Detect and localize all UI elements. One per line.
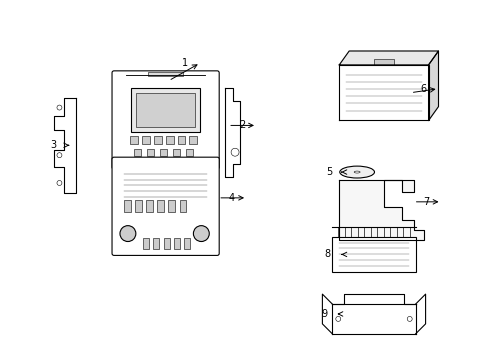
Bar (185, 149, 192, 156)
Bar (146, 200, 153, 212)
Bar (165, 136, 173, 144)
Bar (163, 238, 169, 249)
Bar (134, 149, 141, 156)
Bar (189, 136, 197, 144)
Ellipse shape (339, 166, 374, 178)
Bar (142, 136, 149, 144)
Text: 6: 6 (420, 84, 426, 94)
Circle shape (57, 180, 62, 185)
Text: 2: 2 (239, 121, 244, 130)
Bar (179, 200, 186, 212)
Bar (142, 238, 148, 249)
Bar (147, 72, 183, 76)
Polygon shape (427, 51, 438, 121)
Circle shape (57, 153, 62, 158)
Polygon shape (339, 180, 423, 239)
Bar (373, 59, 393, 65)
Text: 1: 1 (182, 58, 188, 68)
Polygon shape (339, 65, 427, 121)
Bar (168, 200, 175, 212)
FancyBboxPatch shape (112, 71, 219, 169)
Ellipse shape (353, 171, 359, 173)
Text: 9: 9 (321, 309, 327, 319)
Text: 3: 3 (50, 140, 57, 150)
Bar (153, 238, 159, 249)
Text: 5: 5 (325, 167, 332, 177)
Circle shape (335, 316, 340, 321)
Text: 4: 4 (228, 193, 235, 203)
Bar (177, 136, 185, 144)
Bar (160, 149, 167, 156)
Circle shape (193, 226, 209, 242)
Bar (332, 237, 415, 272)
Text: 8: 8 (324, 249, 330, 260)
Circle shape (231, 148, 239, 156)
Bar (157, 200, 164, 212)
Bar (184, 238, 190, 249)
Bar (136, 93, 195, 127)
Bar (123, 200, 131, 212)
Polygon shape (339, 51, 438, 65)
FancyBboxPatch shape (112, 157, 219, 255)
Text: 7: 7 (423, 197, 429, 207)
Circle shape (407, 316, 411, 321)
Circle shape (57, 105, 62, 110)
Bar (153, 136, 162, 144)
Bar (130, 136, 138, 144)
Bar (131, 88, 200, 132)
Bar (174, 238, 180, 249)
Circle shape (120, 226, 136, 242)
Bar (173, 149, 180, 156)
Bar (135, 200, 142, 212)
Bar (147, 149, 154, 156)
